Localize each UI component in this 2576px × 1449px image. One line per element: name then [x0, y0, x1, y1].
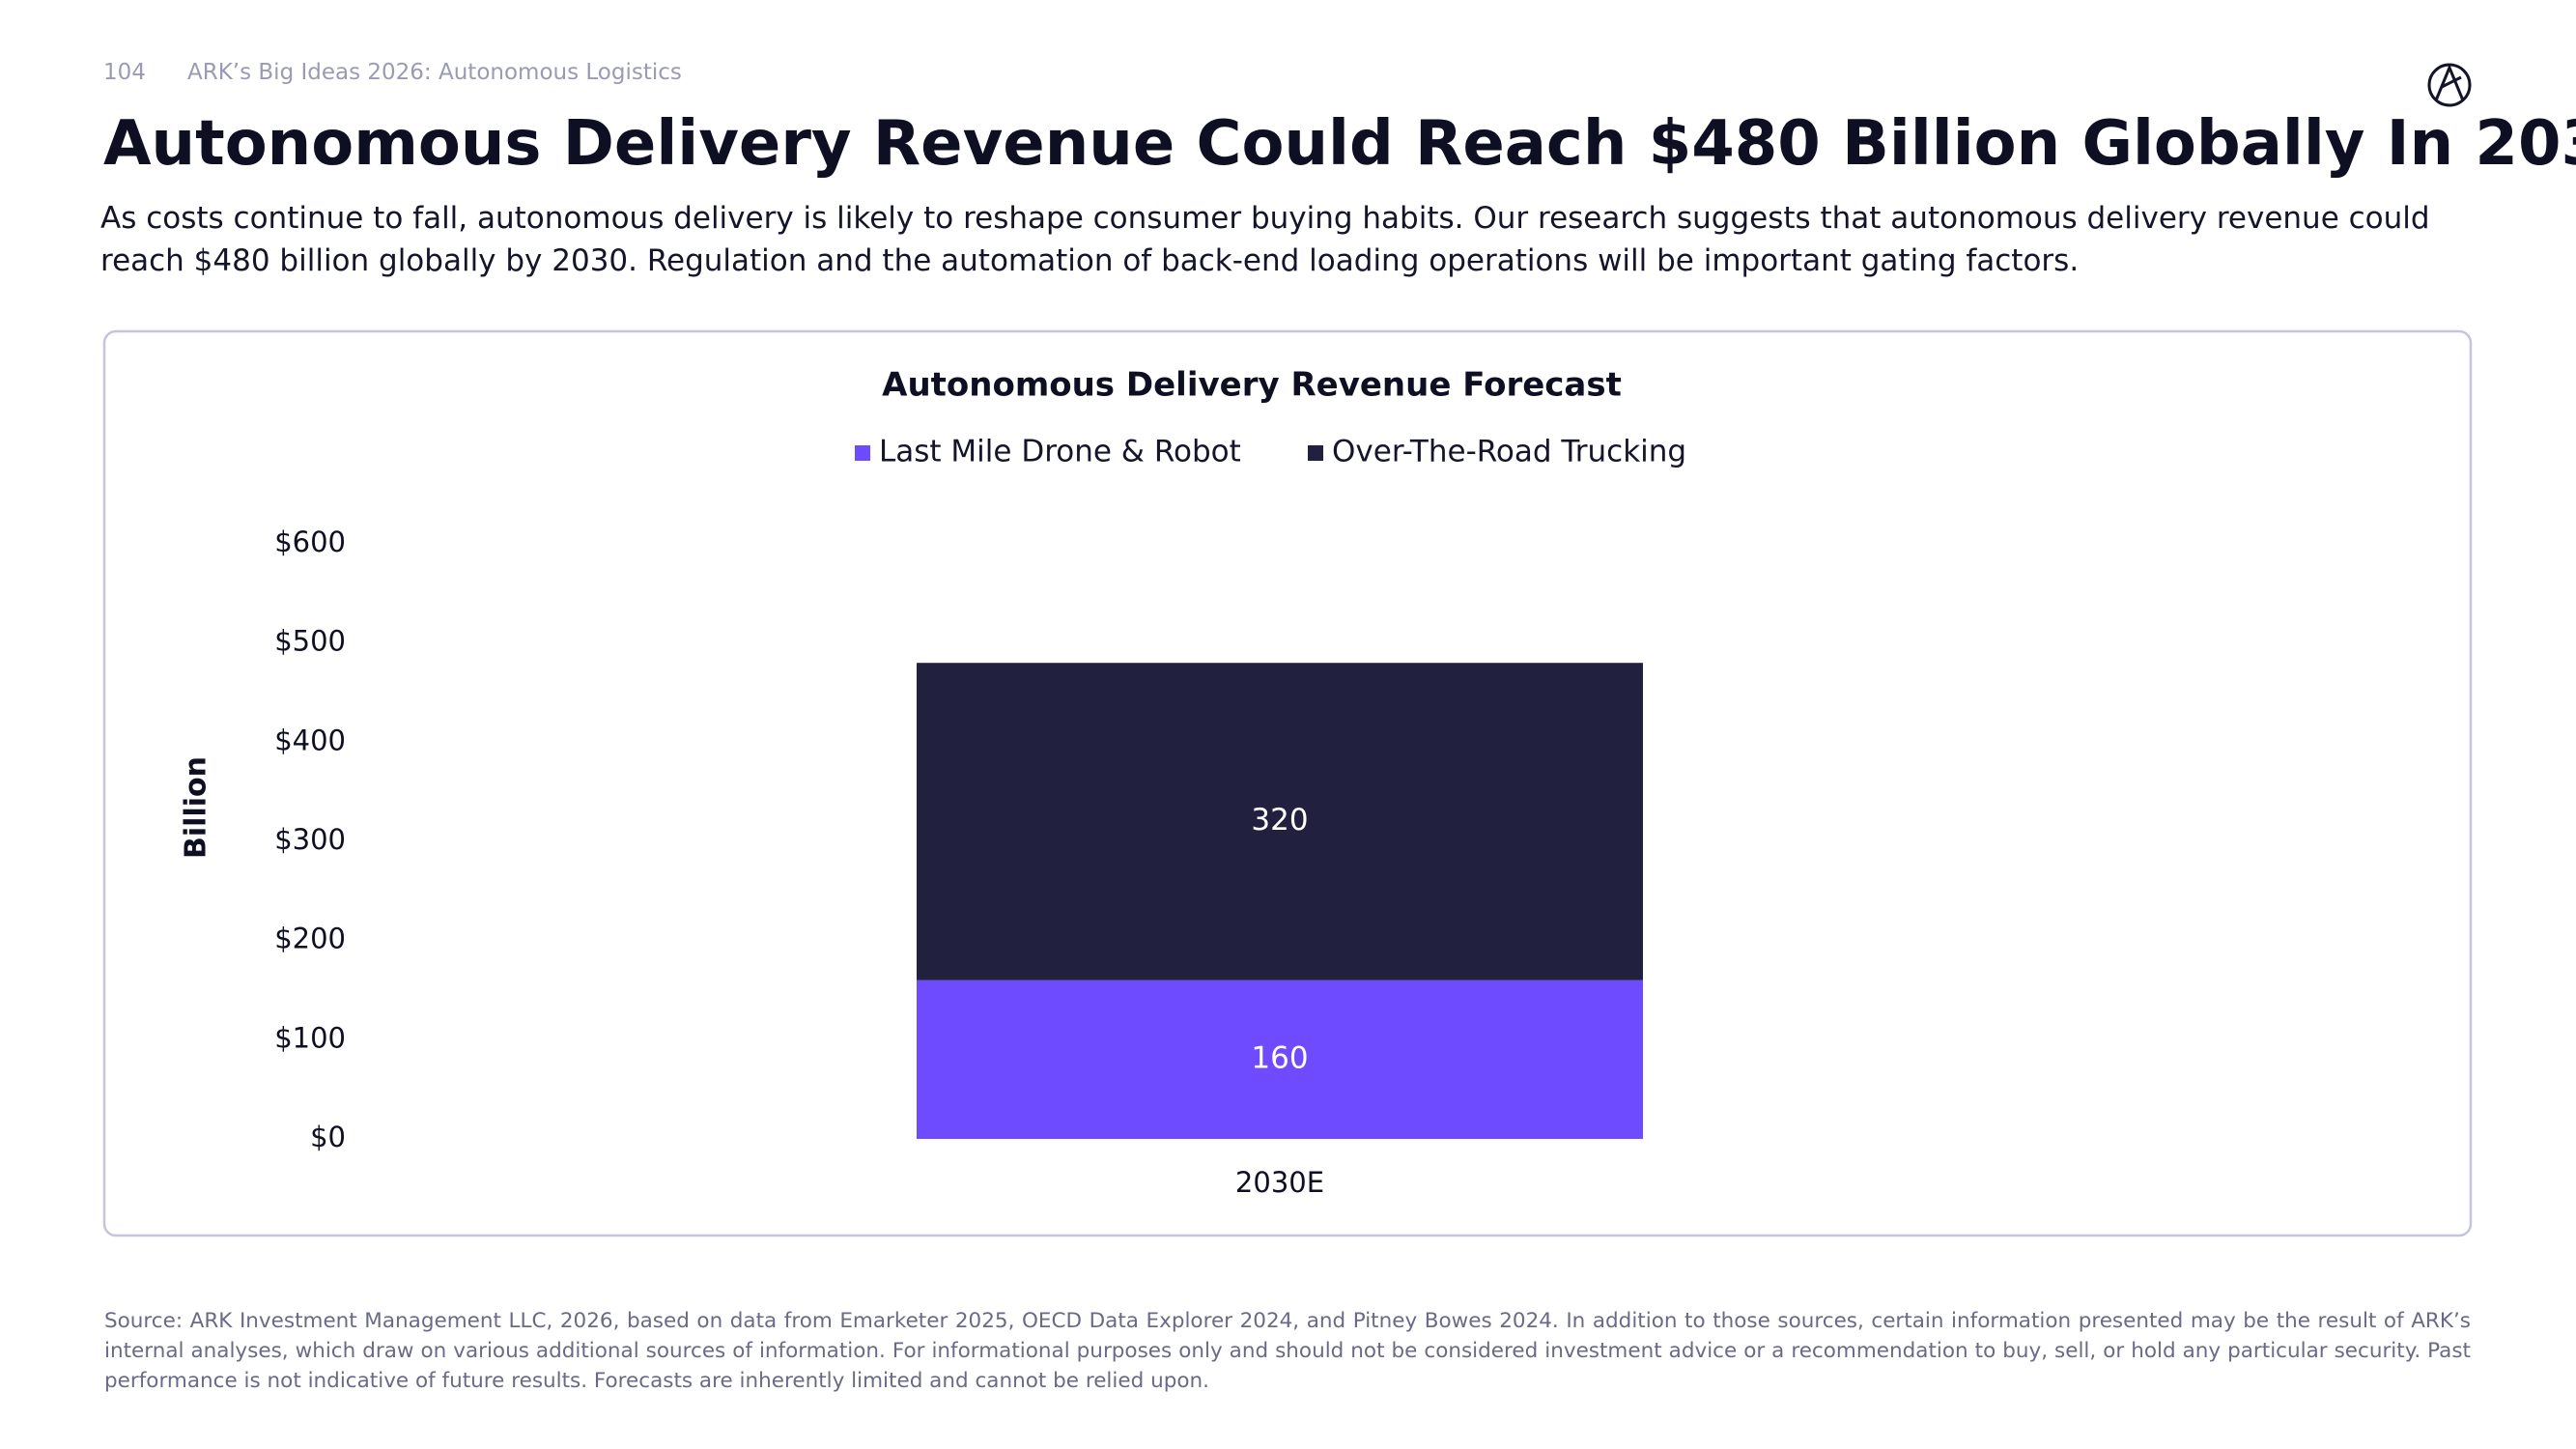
y-tick-label: $600 [274, 526, 346, 558]
y-tick-label: $400 [274, 724, 346, 756]
subtitle: As costs continue to fall, autonomous de… [100, 201, 2430, 278]
bar-segment [917, 980, 1643, 1139]
chart-title: Autonomous Delivery Revenue Forecast [882, 366, 1622, 405]
legend-swatch [855, 445, 870, 461]
value-label: 320 [1251, 803, 1308, 838]
page-number: 104 [103, 60, 146, 85]
y-tick-label: $200 [274, 923, 346, 955]
legend-label: Last Mile Drone & Robot [879, 435, 1241, 469]
footnote: Source: ARK Investment Management LLC, 2… [104, 1309, 2471, 1393]
value-label: 160 [1251, 1040, 1308, 1075]
legend-swatch [1308, 445, 1323, 461]
x-tick-label: 2030E [1235, 1166, 1324, 1199]
logo-mark [2434, 64, 2465, 101]
page-title: Autonomous Delivery Revenue Could Reach … [103, 108, 2576, 180]
legend-label: Over-The-Road Trucking [1332, 435, 1686, 469]
y-tick-label: $300 [274, 823, 346, 856]
y-tick-label: $0 [310, 1121, 346, 1153]
section-title: ARK’s Big Ideas 2026: Autonomous Logisti… [187, 60, 682, 85]
y-axis-label: Billion [180, 756, 213, 859]
y-tick-label: $500 [274, 625, 346, 658]
chart-frame [102, 329, 2473, 1237]
bar-segment [917, 663, 1643, 980]
y-tick-label: $100 [274, 1021, 346, 1054]
